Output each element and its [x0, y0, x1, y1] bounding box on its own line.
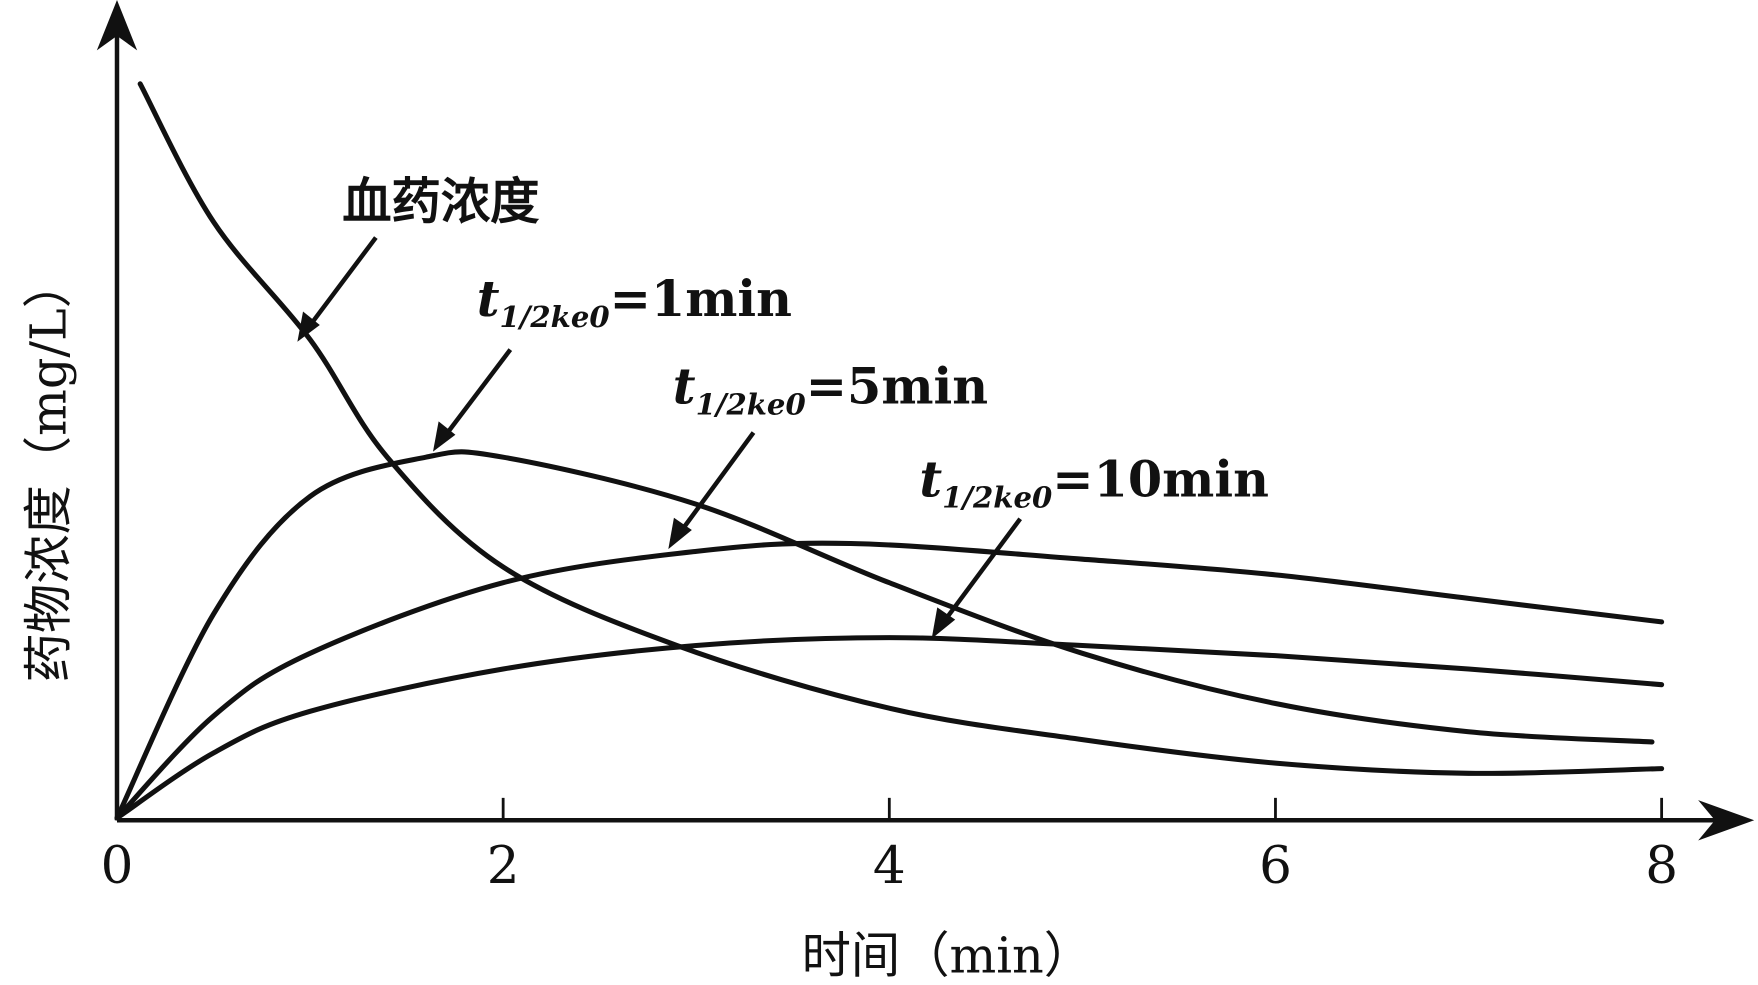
arrowhead-icon — [668, 517, 692, 550]
series-line-1 — [114, 449, 1655, 821]
annotation-sub: 1/2ke0 — [696, 388, 806, 422]
svg-text:t1/2ke0=5min: t1/2ke0=5min — [673, 357, 988, 421]
annotation-rest: =1min — [610, 270, 792, 328]
annotation-ke0-5: t1/2ke0=5min — [668, 357, 988, 550]
annotation-sub: 1/2ke0 — [499, 300, 609, 334]
x-tick-label: 8 — [1645, 836, 1678, 896]
annotation-plasma: 血药浓度 — [297, 173, 540, 342]
series-line-0 — [137, 81, 1665, 776]
annotation-t: t — [673, 357, 696, 415]
arrowhead-icon — [931, 607, 956, 639]
annotation-arrow-1 — [439, 348, 513, 443]
x-tick-label: 4 — [873, 836, 906, 896]
annotation-arrow-10 — [937, 517, 1022, 629]
x-tick-label: 2 — [487, 836, 520, 896]
annotation-sub: 1/2ke0 — [942, 481, 1052, 515]
annotation-rest: =5min — [806, 357, 988, 415]
x-axis-arrow-icon — [1698, 800, 1755, 841]
y-axis-arrow-icon — [96, 0, 138, 51]
x-tick-label: 6 — [1259, 836, 1292, 896]
y-axis-label: 药物浓度（mg/L） — [19, 259, 77, 682]
x-axis-label: 时间（min） — [802, 927, 1093, 985]
series-line-3 — [114, 635, 1665, 821]
annotation-ke0-1: t1/2ke0=1min — [433, 270, 792, 452]
annotation-ke0-10: t1/2ke0=10min — [919, 450, 1269, 639]
arrowhead-icon — [297, 311, 320, 342]
svg-text:t1/2ke0=1min: t1/2ke0=1min — [477, 270, 792, 334]
annotation-t: t — [477, 270, 500, 328]
arrowhead-icon — [433, 421, 456, 452]
annotation-arrow-plasma — [303, 236, 378, 334]
svg-text:t1/2ke0=10min: t1/2ke0=10min — [919, 450, 1269, 514]
series-line-2 — [114, 540, 1665, 821]
annotation-t: t — [919, 450, 942, 508]
x-tick-label: 0 — [101, 836, 134, 896]
annotation-rest: =10min — [1052, 450, 1269, 508]
annotation-plasma-text: 血药浓度 — [342, 173, 540, 231]
annotation-arrow-5 — [674, 431, 756, 540]
